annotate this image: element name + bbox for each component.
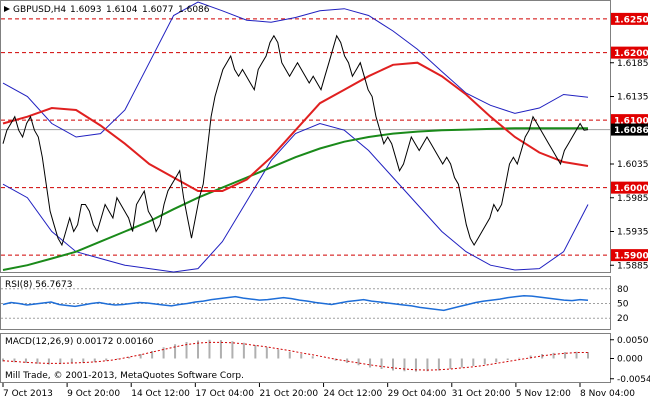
time-axis: 7 Oct 2013 9 Oct 20:00 14 Oct 12:00 17 Oct … bbox=[2, 383, 635, 399]
level-badge-label: 1.6000 bbox=[614, 184, 649, 194]
macd-panel: 0.0050 0.000 -0.00540 bbox=[2, 336, 650, 385]
macd-label: MACD(12,26,9) 0.00172 0.00160 bbox=[5, 337, 154, 347]
rsi-level-label: 20 bbox=[617, 314, 629, 324]
level-badges: 1.6250 1.6200 1.6100 1.6000 1.5900 1.6086 bbox=[611, 12, 649, 262]
bollinger-lower-line bbox=[2, 122, 589, 273]
current-price-label: 1.6086 bbox=[614, 126, 649, 136]
time-tick-label: 24 Oct 12:00 bbox=[324, 389, 383, 399]
time-tick-label: 21 Oct 20:00 bbox=[259, 389, 318, 399]
price-tick-label: 1.5985 bbox=[617, 194, 649, 204]
time-tick-label: 8 Nov 04:00 bbox=[580, 389, 635, 399]
price-tick-label: 1.5935 bbox=[617, 228, 649, 238]
level-badge-label: 1.6250 bbox=[614, 15, 649, 25]
ma-slow-line bbox=[2, 127, 588, 271]
macd-tick-label: 0.000 bbox=[617, 355, 643, 365]
rsi-level-label: 50 bbox=[617, 300, 629, 310]
time-tick-label: 9 Oct 20:00 bbox=[67, 389, 120, 399]
rsi-panel-frame bbox=[0, 276, 611, 330]
price-line bbox=[2, 34, 589, 247]
time-tick-label: 17 Oct 04:00 bbox=[195, 389, 254, 399]
ohlc-open: 1.6093 bbox=[70, 5, 102, 15]
time-tick-label: 5 Nov 12:00 bbox=[516, 389, 571, 399]
price-tick-label: 1.5885 bbox=[617, 261, 649, 271]
price-panel-frame bbox=[0, 0, 611, 273]
level-badge bbox=[611, 12, 648, 25]
macd-tick-label: 0.0050 bbox=[617, 336, 649, 346]
level-badge bbox=[611, 181, 648, 194]
price-series bbox=[2, 34, 589, 247]
rsi-level-label: 80 bbox=[617, 285, 629, 295]
level-badge-label: 1.6200 bbox=[614, 49, 649, 59]
level-badge bbox=[611, 249, 648, 262]
macd-signal-line bbox=[2, 341, 588, 371]
moving-averages bbox=[2, 61, 589, 271]
price-tick-label: 1.6035 bbox=[617, 160, 649, 170]
ohlc-close: 1.6086 bbox=[178, 5, 210, 15]
price-tick-label: 1.6135 bbox=[617, 93, 649, 103]
bollinger-bands bbox=[2, 1, 589, 273]
level-badge bbox=[611, 114, 648, 127]
level-badge-label: 1.6100 bbox=[614, 117, 649, 127]
bollinger-upper-line bbox=[2, 1, 589, 138]
rsi-panel: 80 50 20 bbox=[1, 285, 629, 324]
time-tick-label: 31 Oct 20:00 bbox=[452, 389, 511, 399]
time-tick-label: 29 Oct 04:00 bbox=[388, 389, 447, 399]
ohlc-low: 1.6077 bbox=[142, 5, 174, 15]
rsi-line bbox=[2, 294, 589, 312]
level-badge bbox=[611, 46, 648, 59]
time-tick-label: 14 Oct 12:00 bbox=[131, 389, 190, 399]
copyright-text: Mill Trade, © 2001-2013, MetaQuotes Soft… bbox=[5, 371, 244, 381]
current-price-badge bbox=[611, 123, 648, 136]
price-axis: 1.6185 1.6135 1.6035 1.5985 1.5935 1.5885 bbox=[610, 59, 649, 271]
rsi-label: RSI(8) 56.7673 bbox=[5, 280, 72, 290]
macd-tick-label: -0.00540 bbox=[617, 375, 650, 385]
time-tick-label: 7 Oct 2013 bbox=[3, 389, 53, 399]
title-arrow-icon bbox=[4, 6, 10, 12]
ma-fast-line bbox=[2, 61, 589, 192]
price-tick-label: 1.6185 bbox=[617, 59, 649, 69]
ohlc-high: 1.6104 bbox=[106, 5, 138, 15]
level-badge-label: 1.5900 bbox=[614, 252, 649, 262]
chart-title: GBPUSD,H4 bbox=[13, 5, 66, 15]
